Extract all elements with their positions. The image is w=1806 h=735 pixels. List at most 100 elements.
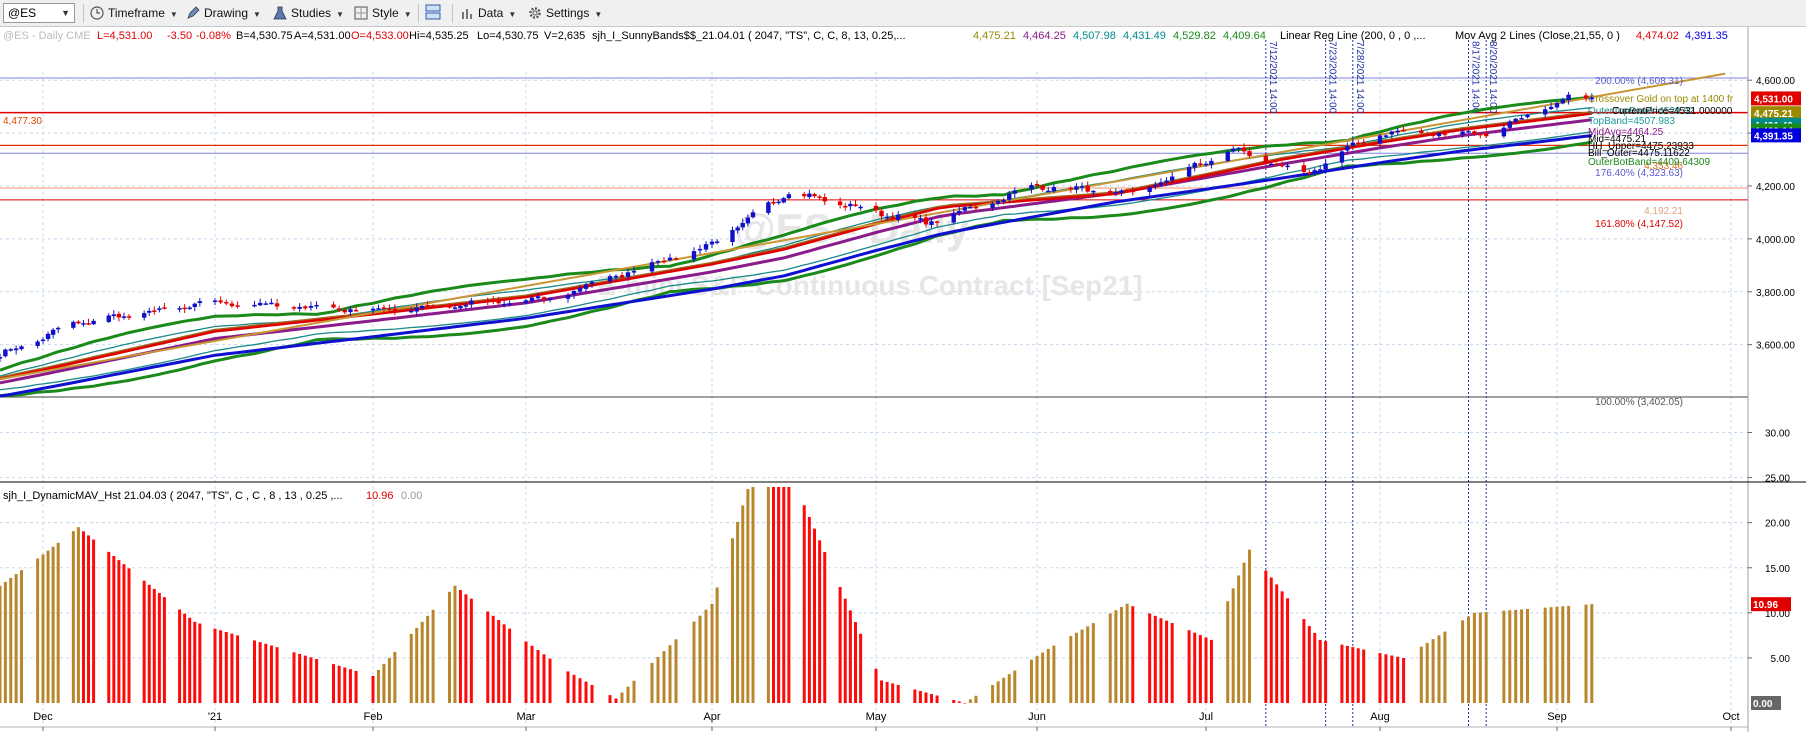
- price-bar: [274, 299, 280, 310]
- price-bar: [1068, 186, 1073, 193]
- timeframe-button[interactable]: Timeframe ▼: [90, 4, 178, 23]
- histogram-bar: [269, 645, 273, 703]
- histogram-bar: [142, 580, 146, 703]
- price-bar: [649, 258, 655, 274]
- chevron-down-icon: ▼: [594, 10, 603, 19]
- mid-label: Mid=4475.21: [1588, 134, 1647, 145]
- event-label: 8/17/2021 14:00: [1470, 41, 1481, 114]
- study-linreg-name: Linear Reg Line (200, 0 , 0 ,...: [1280, 30, 1426, 42]
- bar-body: [661, 260, 667, 263]
- price-bar: [1158, 178, 1164, 187]
- price-bar: [1147, 185, 1152, 197]
- price-bar: [157, 305, 162, 313]
- histogram-bar: [382, 663, 386, 703]
- price-bar: [843, 202, 848, 211]
- bar-body: [501, 303, 507, 306]
- style-button[interactable]: Style ▼: [354, 4, 412, 23]
- settings-button[interactable]: Settings ▼: [528, 4, 602, 23]
- price-bar: [1113, 188, 1119, 197]
- bar-body: [1153, 184, 1158, 187]
- histogram-bar: [3, 581, 7, 703]
- bar-body: [274, 303, 280, 307]
- price-bar: [447, 303, 452, 309]
- price-bar: [1554, 101, 1560, 110]
- panes-button[interactable]: [425, 4, 443, 23]
- bar-body: [45, 333, 51, 339]
- chevron-down-icon[interactable]: ▼: [61, 8, 70, 18]
- drawing-button[interactable]: Drawing ▼: [186, 4, 261, 23]
- time-axis[interactable]: Dec '21 Feb Mar Apr May Jun Jul Aug Sep Oct: [33, 711, 1740, 731]
- price-bar: [235, 301, 240, 309]
- price-bar: [661, 256, 667, 264]
- outer-top-label: OuterTopBand=4529.82: [1588, 106, 1695, 117]
- bar-body: [1566, 94, 1571, 101]
- chevron-down-icon: ▼: [508, 10, 517, 19]
- price-chart[interactable]: @ES - Daily E-mini S&P Continuous Contra…: [0, 27, 1806, 732]
- histogram-bar: [1091, 623, 1095, 703]
- symbol-input[interactable]: @ES ▼: [3, 3, 75, 23]
- price-bar: [1501, 124, 1507, 139]
- bar-body: [50, 329, 56, 335]
- axis-tick-label: 3,800.00: [1756, 288, 1795, 299]
- studies-button[interactable]: Studies ▼: [273, 4, 344, 23]
- price-bar: [86, 318, 91, 326]
- price-axis[interactable]: 4,600.004,400.004,200.004,000.003,800.00…: [1748, 76, 1801, 710]
- histogram-bar: [453, 585, 457, 703]
- bar-body: [1279, 164, 1285, 167]
- price-bar: [212, 298, 218, 306]
- time-tick-label: May: [866, 711, 887, 723]
- price-bar: [771, 197, 776, 206]
- histogram-bar: [1131, 606, 1135, 703]
- bar-body: [86, 323, 91, 325]
- drawing-label: Drawing: [204, 6, 249, 20]
- axis-tick-label: 4,600.00: [1756, 76, 1795, 87]
- bar-body: [1091, 190, 1096, 193]
- histogram-bar: [614, 698, 618, 703]
- histogram-bar: [590, 684, 594, 703]
- bar-body: [1203, 163, 1209, 166]
- bar-body: [1345, 146, 1350, 151]
- axis-tick-label: 4,000.00: [1756, 235, 1795, 246]
- price-bar: [879, 207, 884, 220]
- data-button[interactable]: Data ▼: [460, 4, 516, 23]
- histogram-bar: [772, 487, 775, 703]
- histogram-bar: [710, 603, 714, 703]
- bar-body: [896, 214, 901, 220]
- price-bar: [817, 194, 822, 201]
- price-bar: [837, 197, 843, 209]
- bar-body: [106, 315, 111, 322]
- crossover-label: Crossover Gold on top at 1400 fr: [1588, 94, 1734, 105]
- price-bar: [781, 196, 786, 204]
- histogram-bar: [1248, 549, 1251, 703]
- chevron-down-icon: ▼: [169, 10, 178, 19]
- price-bar: [1560, 97, 1565, 105]
- price-bar: [730, 226, 735, 246]
- chart-area[interactable]: @ES - Daily E-mini S&P Continuous Contra…: [0, 27, 1806, 732]
- histogram-bar: [415, 627, 419, 703]
- high-price: Hi=4,535.25: [409, 30, 469, 42]
- linear-regression-line: [0, 72, 1726, 381]
- bar-body: [1323, 163, 1328, 170]
- histogram-bar: [348, 669, 352, 703]
- histogram-bar: [782, 487, 786, 703]
- bar-body: [807, 193, 812, 198]
- zero-badge-label: 0.00: [1753, 699, 1773, 710]
- price-bar: [1323, 159, 1328, 174]
- histogram-bar: [891, 683, 895, 703]
- price-bar: [458, 305, 463, 310]
- price-bar: [1108, 189, 1113, 196]
- bar-body: [619, 275, 625, 278]
- price-bar: [8, 347, 13, 352]
- histogram-bar: [464, 594, 468, 703]
- bar-body: [766, 202, 771, 213]
- histogram-bar: [566, 671, 570, 703]
- study-value: 4,507.98: [1073, 30, 1116, 42]
- bar-body: [342, 309, 347, 313]
- price-bar: [71, 320, 76, 330]
- histogram-bar: [1431, 639, 1435, 703]
- bar-body: [224, 301, 229, 304]
- panes-icon: [425, 4, 441, 20]
- bar-body: [625, 272, 631, 277]
- status-line: @ES - Daily CME L=4,531.00 -3.50 -0.08% …: [3, 30, 1728, 42]
- bar-body: [890, 216, 895, 219]
